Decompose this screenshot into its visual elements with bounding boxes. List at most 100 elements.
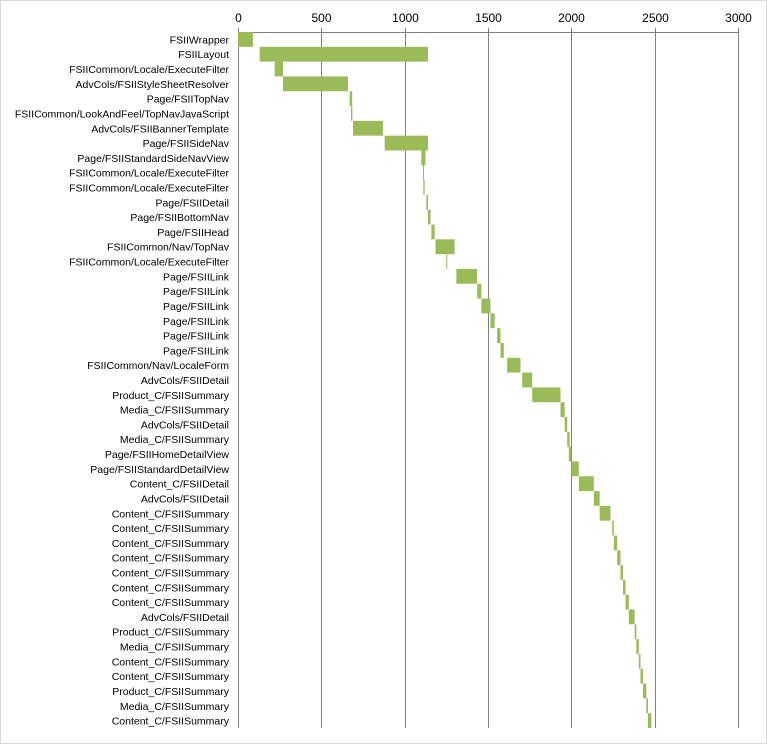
bar-7 — [384, 135, 428, 151]
x-tick-label-1500: 1500 — [475, 11, 502, 25]
bar-21 — [500, 342, 504, 358]
bar-15 — [446, 254, 448, 269]
category-label-26: AdvCols/FSIIDetail — [141, 419, 229, 431]
bar-20 — [497, 328, 501, 343]
category-label-25: Media_C/FSIISummary — [120, 405, 230, 417]
x-tick-label-3000: 3000 — [725, 11, 752, 25]
category-label-34: Content_C/FSIISummary — [112, 538, 230, 550]
bar-11 — [426, 194, 428, 210]
bar-28 — [568, 446, 572, 462]
bar-17 — [477, 283, 482, 299]
x-tick-label-1000: 1000 — [392, 11, 419, 25]
category-label-8: Page/FSIIStandardSideNavView — [77, 153, 229, 165]
category-label-7: Page/FSIISideNav — [143, 138, 230, 150]
category-labels: FSIIWrapper FSIILayout FSIICommon/Locale/E… — [15, 34, 230, 727]
category-label-28: Page/FSIIHomeDetailView — [105, 449, 230, 461]
category-label-43: Content_C/FSIISummary — [112, 671, 230, 683]
bar-18 — [481, 298, 491, 314]
category-label-12: Page/FSIIBottomNav — [130, 212, 229, 224]
bar-5 — [351, 106, 353, 121]
bar-33 — [612, 520, 614, 536]
bar-22 — [507, 357, 521, 373]
bar-41 — [636, 639, 639, 654]
category-label-45: Media_C/FSIISummary — [120, 701, 230, 713]
bar-26 — [564, 417, 568, 432]
category-label-46: Content_C/FSIISummary — [112, 716, 230, 728]
category-label-22: FSIICommon/Nav/LocaleForm — [87, 360, 229, 372]
bar-9 — [423, 165, 424, 181]
category-label-3: AdvCols/FSIIStyleSheetResolver — [76, 79, 230, 91]
category-label-13: Page/FSIIHead — [157, 227, 229, 239]
category-label-19: Page/FSIILink — [163, 316, 230, 328]
x-tick-label-500: 500 — [311, 11, 331, 25]
category-label-10: FSIICommon/Locale/ExecuteFilter — [69, 182, 229, 194]
bar-39 — [628, 609, 635, 625]
bar-31 — [593, 491, 600, 506]
category-label-24: Product_C/FSIISummary — [112, 390, 229, 402]
bar-8 — [421, 150, 426, 166]
category-label-33: Content_C/FSIISummary — [112, 523, 230, 535]
bar-1 — [259, 46, 428, 62]
category-label-9: FSIICommon/Locale/ExecuteFilter — [69, 168, 229, 180]
category-label-0: FSIIWrapper — [170, 34, 230, 46]
category-label-35: Content_C/FSIISummary — [112, 553, 230, 565]
bar-45 — [646, 698, 648, 714]
category-label-29: Page/FSIIStandardDetailView — [90, 464, 229, 476]
category-label-20: Page/FSIILink — [163, 331, 230, 343]
bar-12 — [428, 209, 431, 225]
x-axis-tick-labels: 0 500 1000 1500 2000 2500 3000 — [235, 11, 752, 25]
bar-14 — [435, 239, 455, 255]
bar-34 — [613, 535, 618, 551]
bar-35 — [617, 550, 621, 566]
bar-29 — [571, 461, 579, 477]
bar-37 — [623, 579, 626, 595]
bar-16 — [456, 268, 478, 284]
bar-4 — [349, 91, 353, 107]
category-label-6: AdvCols/FSIIBannerTemplate — [91, 123, 229, 135]
category-label-31: AdvCols/FSIIDetail — [141, 493, 229, 505]
category-label-44: Product_C/FSIISummary — [112, 686, 229, 698]
category-label-37: Content_C/FSIISummary — [112, 582, 230, 594]
category-label-38: Content_C/FSIISummary — [112, 597, 230, 609]
x-tick-label-2000: 2000 — [558, 11, 585, 25]
category-label-27: Media_C/FSIISummary — [120, 434, 230, 446]
category-label-36: Content_C/FSIISummary — [112, 568, 230, 580]
category-label-39: AdvCols/FSIIDetail — [141, 612, 229, 624]
category-label-11: Page/FSIIDetail — [155, 197, 229, 209]
category-label-23: AdvCols/FSIIDetail — [141, 375, 229, 387]
bar-40 — [634, 624, 637, 640]
category-label-15: FSIICommon/Locale/ExecuteFilter — [69, 257, 229, 269]
x-tick-label-2500: 2500 — [642, 11, 669, 25]
x-tick-label-0: 0 — [235, 11, 242, 25]
bar-19 — [490, 313, 495, 329]
bar-38 — [625, 594, 629, 610]
bar-3 — [283, 76, 348, 92]
bar-23 — [522, 372, 533, 388]
bar-6 — [353, 120, 383, 136]
bar-46 — [648, 713, 652, 728]
category-label-14: FSIICommon/Nav/TopNav — [107, 242, 230, 254]
category-label-40: Product_C/FSIISummary — [112, 627, 229, 639]
bars — [238, 32, 652, 728]
bar-36 — [620, 565, 623, 580]
category-label-42: Content_C/FSIISummary — [112, 656, 230, 668]
bar-27 — [567, 431, 570, 447]
bar-24 — [532, 387, 561, 403]
category-label-21: Page/FSIILink — [163, 345, 230, 357]
category-label-32: Content_C/FSIISummary — [112, 508, 230, 520]
bar-44 — [643, 683, 647, 699]
category-label-1: FSIILayout — [178, 49, 229, 61]
bar-30 — [578, 476, 594, 492]
category-label-41: Media_C/FSIISummary — [120, 642, 230, 654]
category-label-16: Page/FSIILink — [163, 271, 230, 283]
bar-25 — [560, 402, 565, 418]
bar-43 — [640, 668, 643, 684]
gridlines — [238, 28, 739, 728]
category-label-18: Page/FSIILink — [163, 301, 230, 313]
category-label-4: Page/FSIITopNav — [147, 94, 230, 106]
bar-2 — [274, 61, 283, 77]
category-label-17: Page/FSIILink — [163, 286, 230, 298]
bar-32 — [599, 505, 611, 521]
bar-13 — [431, 224, 435, 240]
